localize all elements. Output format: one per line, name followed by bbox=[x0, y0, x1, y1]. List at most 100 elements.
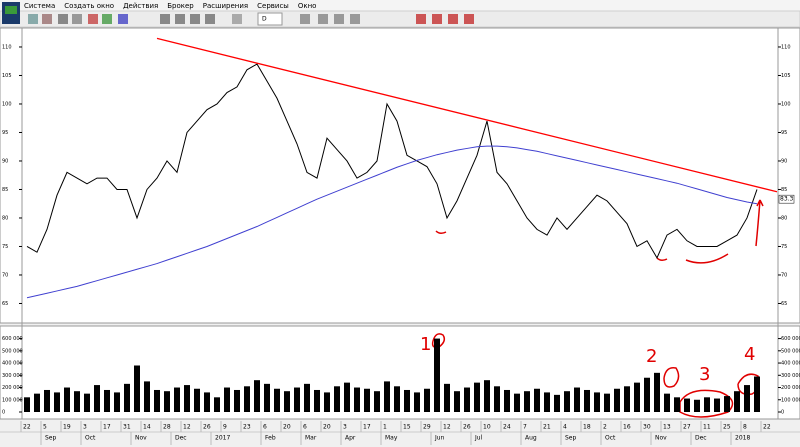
menu-item[interactable]: Окно bbox=[298, 2, 317, 10]
tool-icon[interactable] bbox=[232, 14, 242, 24]
tool-icon[interactable] bbox=[464, 14, 474, 24]
tool-icon[interactable] bbox=[88, 14, 98, 24]
menu-bar bbox=[0, 0, 800, 11]
y-tick-label: 70 bbox=[2, 272, 8, 278]
volume-bar bbox=[714, 398, 720, 412]
menu-item[interactable]: Действия bbox=[123, 2, 158, 10]
menu-item[interactable]: Расширения bbox=[203, 2, 248, 10]
menu-item[interactable]: Создать окно bbox=[64, 2, 114, 10]
volume-bar bbox=[734, 391, 740, 412]
volume-bar bbox=[634, 382, 640, 412]
x-tick-label: 24 bbox=[503, 424, 511, 431]
tool-icon[interactable] bbox=[318, 14, 328, 24]
x-tick-label: 12 bbox=[443, 424, 451, 431]
tool-icon[interactable] bbox=[118, 14, 128, 24]
volume-bar bbox=[594, 392, 600, 412]
mark-low bbox=[685, 253, 729, 264]
tool-icon[interactable] bbox=[205, 14, 215, 24]
volume-bar bbox=[724, 396, 730, 412]
menu-item[interactable]: Сервисы bbox=[257, 2, 289, 10]
y-tick-label: 105 bbox=[781, 73, 791, 79]
tool-icon[interactable] bbox=[350, 14, 360, 24]
x-tick-label: 17 bbox=[103, 424, 111, 431]
x-tick-label: 22 bbox=[23, 424, 31, 431]
volume-bar bbox=[134, 365, 140, 412]
volume-bar bbox=[674, 397, 680, 412]
volume-bar bbox=[354, 387, 360, 412]
x-tick-label: 27 bbox=[683, 424, 691, 431]
x-tick-label: 15 bbox=[403, 424, 411, 431]
volume-bar bbox=[234, 389, 240, 412]
tool-icon[interactable] bbox=[42, 14, 52, 24]
x-tick-label: 12 bbox=[183, 424, 191, 431]
volume-bar bbox=[374, 391, 380, 412]
volume-bar bbox=[44, 389, 50, 412]
last-value-box bbox=[778, 194, 795, 204]
y-tick-label: 500 000 bbox=[781, 348, 800, 354]
y-tick-label: 80 bbox=[2, 215, 8, 221]
menu: Система Создать окно Действия Брокер Расшире… bbox=[24, 2, 316, 10]
x-tick-label: 17 bbox=[363, 424, 371, 431]
volume-bar bbox=[404, 389, 410, 412]
volume-bar bbox=[174, 387, 180, 412]
x-tick-label: 10 bbox=[483, 424, 491, 431]
volume-bar bbox=[524, 391, 530, 412]
x-tick-label: 18 bbox=[583, 424, 591, 431]
y-tick-label: 80 bbox=[781, 215, 787, 221]
toolbar-icons[interactable] bbox=[28, 14, 474, 24]
x-tick-label: 7 bbox=[523, 424, 527, 431]
volume-bar bbox=[24, 397, 30, 412]
volume-bar bbox=[584, 389, 590, 412]
y-tick-label: 85 bbox=[781, 187, 787, 193]
y-tick-label: 100 000 bbox=[2, 397, 23, 403]
tool-icon[interactable] bbox=[300, 14, 310, 24]
x-tick-label: 9 bbox=[223, 424, 227, 431]
volume-bar bbox=[154, 389, 160, 412]
volume-bar bbox=[84, 393, 90, 412]
menu-item[interactable]: Брокер bbox=[167, 2, 194, 10]
tool-icon[interactable] bbox=[334, 14, 344, 24]
y-tick-label: 600 000 bbox=[781, 336, 800, 342]
x-tick-label: 4 bbox=[563, 424, 567, 431]
volume-bar bbox=[654, 372, 660, 412]
volume-bar bbox=[444, 383, 450, 412]
y-tick-label: 90 bbox=[2, 158, 8, 164]
volume-bar bbox=[744, 385, 750, 412]
menu-item[interactable]: Система bbox=[24, 2, 55, 10]
logo-mark bbox=[5, 6, 17, 14]
y-tick-label: 100 000 bbox=[781, 397, 800, 403]
y-tick-label: 105 bbox=[2, 73, 12, 79]
volume-bar bbox=[694, 399, 700, 412]
tool-icon[interactable] bbox=[72, 14, 82, 24]
y-tick-label: 70 bbox=[781, 272, 787, 278]
y-tick-label: 400 000 bbox=[781, 361, 800, 367]
tool-icon[interactable] bbox=[175, 14, 185, 24]
annotation: 2 bbox=[646, 346, 657, 367]
tool-icon[interactable] bbox=[28, 14, 38, 24]
x-month-label: May bbox=[385, 435, 398, 442]
tool-icon[interactable] bbox=[58, 14, 68, 24]
x-month-label: Jun bbox=[434, 435, 445, 442]
volume-bar bbox=[414, 392, 420, 412]
volume-bar bbox=[264, 383, 270, 412]
x-tick-label: 19 bbox=[63, 424, 71, 431]
tool-icon[interactable] bbox=[416, 14, 426, 24]
y-tick-label: 500 000 bbox=[2, 348, 23, 354]
volume-bar bbox=[114, 392, 120, 412]
tool-icon[interactable] bbox=[432, 14, 442, 24]
volume-bar bbox=[644, 377, 650, 412]
tool-icon[interactable] bbox=[448, 14, 458, 24]
tool-icon[interactable] bbox=[102, 14, 112, 24]
volume-bar bbox=[344, 382, 350, 412]
tool-icon[interactable] bbox=[160, 14, 170, 24]
tool-icon[interactable] bbox=[190, 14, 200, 24]
volume-bar bbox=[64, 387, 70, 412]
mark-low bbox=[435, 230, 447, 235]
y-tick-label: 200 000 bbox=[2, 385, 23, 391]
x-month-label: Jul bbox=[474, 435, 483, 442]
volume-bar bbox=[564, 391, 570, 412]
volume-bar bbox=[314, 389, 320, 412]
timeframe-select[interactable] bbox=[257, 12, 283, 26]
y-tick-label: 65 bbox=[781, 301, 787, 307]
